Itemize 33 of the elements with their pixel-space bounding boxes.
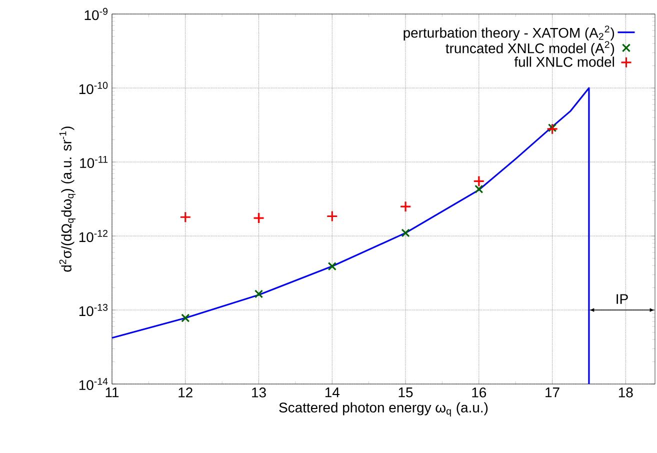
y-tick-label: 10$^{-12}$: [79, 230, 108, 242]
point: [546, 123, 558, 135]
point: [401, 228, 410, 238]
x-tick-label: 17: [546, 388, 560, 398]
point: [400, 200, 412, 212]
point: [180, 211, 192, 223]
legend-label: full XNLC model: [514, 56, 614, 67]
point: [181, 314, 190, 322]
line-series: [111, 87, 590, 385]
x-tick-label: 12: [178, 388, 192, 398]
text: d$^{2}$σ/(dΩ$_{q}$dω$_{q}$) (a.u. sr$^{-1}$): [59, 126, 76, 272]
y-tick-label: 10$^{-13}$: [79, 304, 108, 316]
point: [548, 123, 557, 132]
y-tick-label: 10$^{-10}$: [79, 82, 108, 94]
point: [474, 184, 484, 194]
x-tick-label: 16: [472, 388, 486, 398]
legend-label: perturbation theory - XATOM (A$_{2}$$^{2}$): [404, 26, 614, 41]
x-axis-title: Scattered photon energy ω$_{q}$ (a.u.): [279, 402, 488, 417]
point: [326, 210, 338, 222]
point: [473, 175, 485, 188]
x-tick-label: 15: [398, 388, 413, 398]
x-tick-label: 11: [106, 388, 119, 398]
point: [254, 290, 264, 298]
y-tick-label: 10$^{-14}$: [79, 378, 108, 390]
x-tick-label: 14: [325, 388, 340, 398]
y-tick-label: 10$^{-11}$: [80, 156, 108, 168]
x-tick-label: 13: [252, 388, 266, 398]
legend-label: truncated XNLC model (A$^{2}$): [446, 41, 614, 56]
y-tick-label: 10$^{-9}$: [84, 8, 108, 20]
point: [252, 212, 265, 224]
point: [328, 262, 336, 271]
x-tick-label: 18: [618, 388, 633, 398]
annotation: IP: [616, 294, 628, 304]
